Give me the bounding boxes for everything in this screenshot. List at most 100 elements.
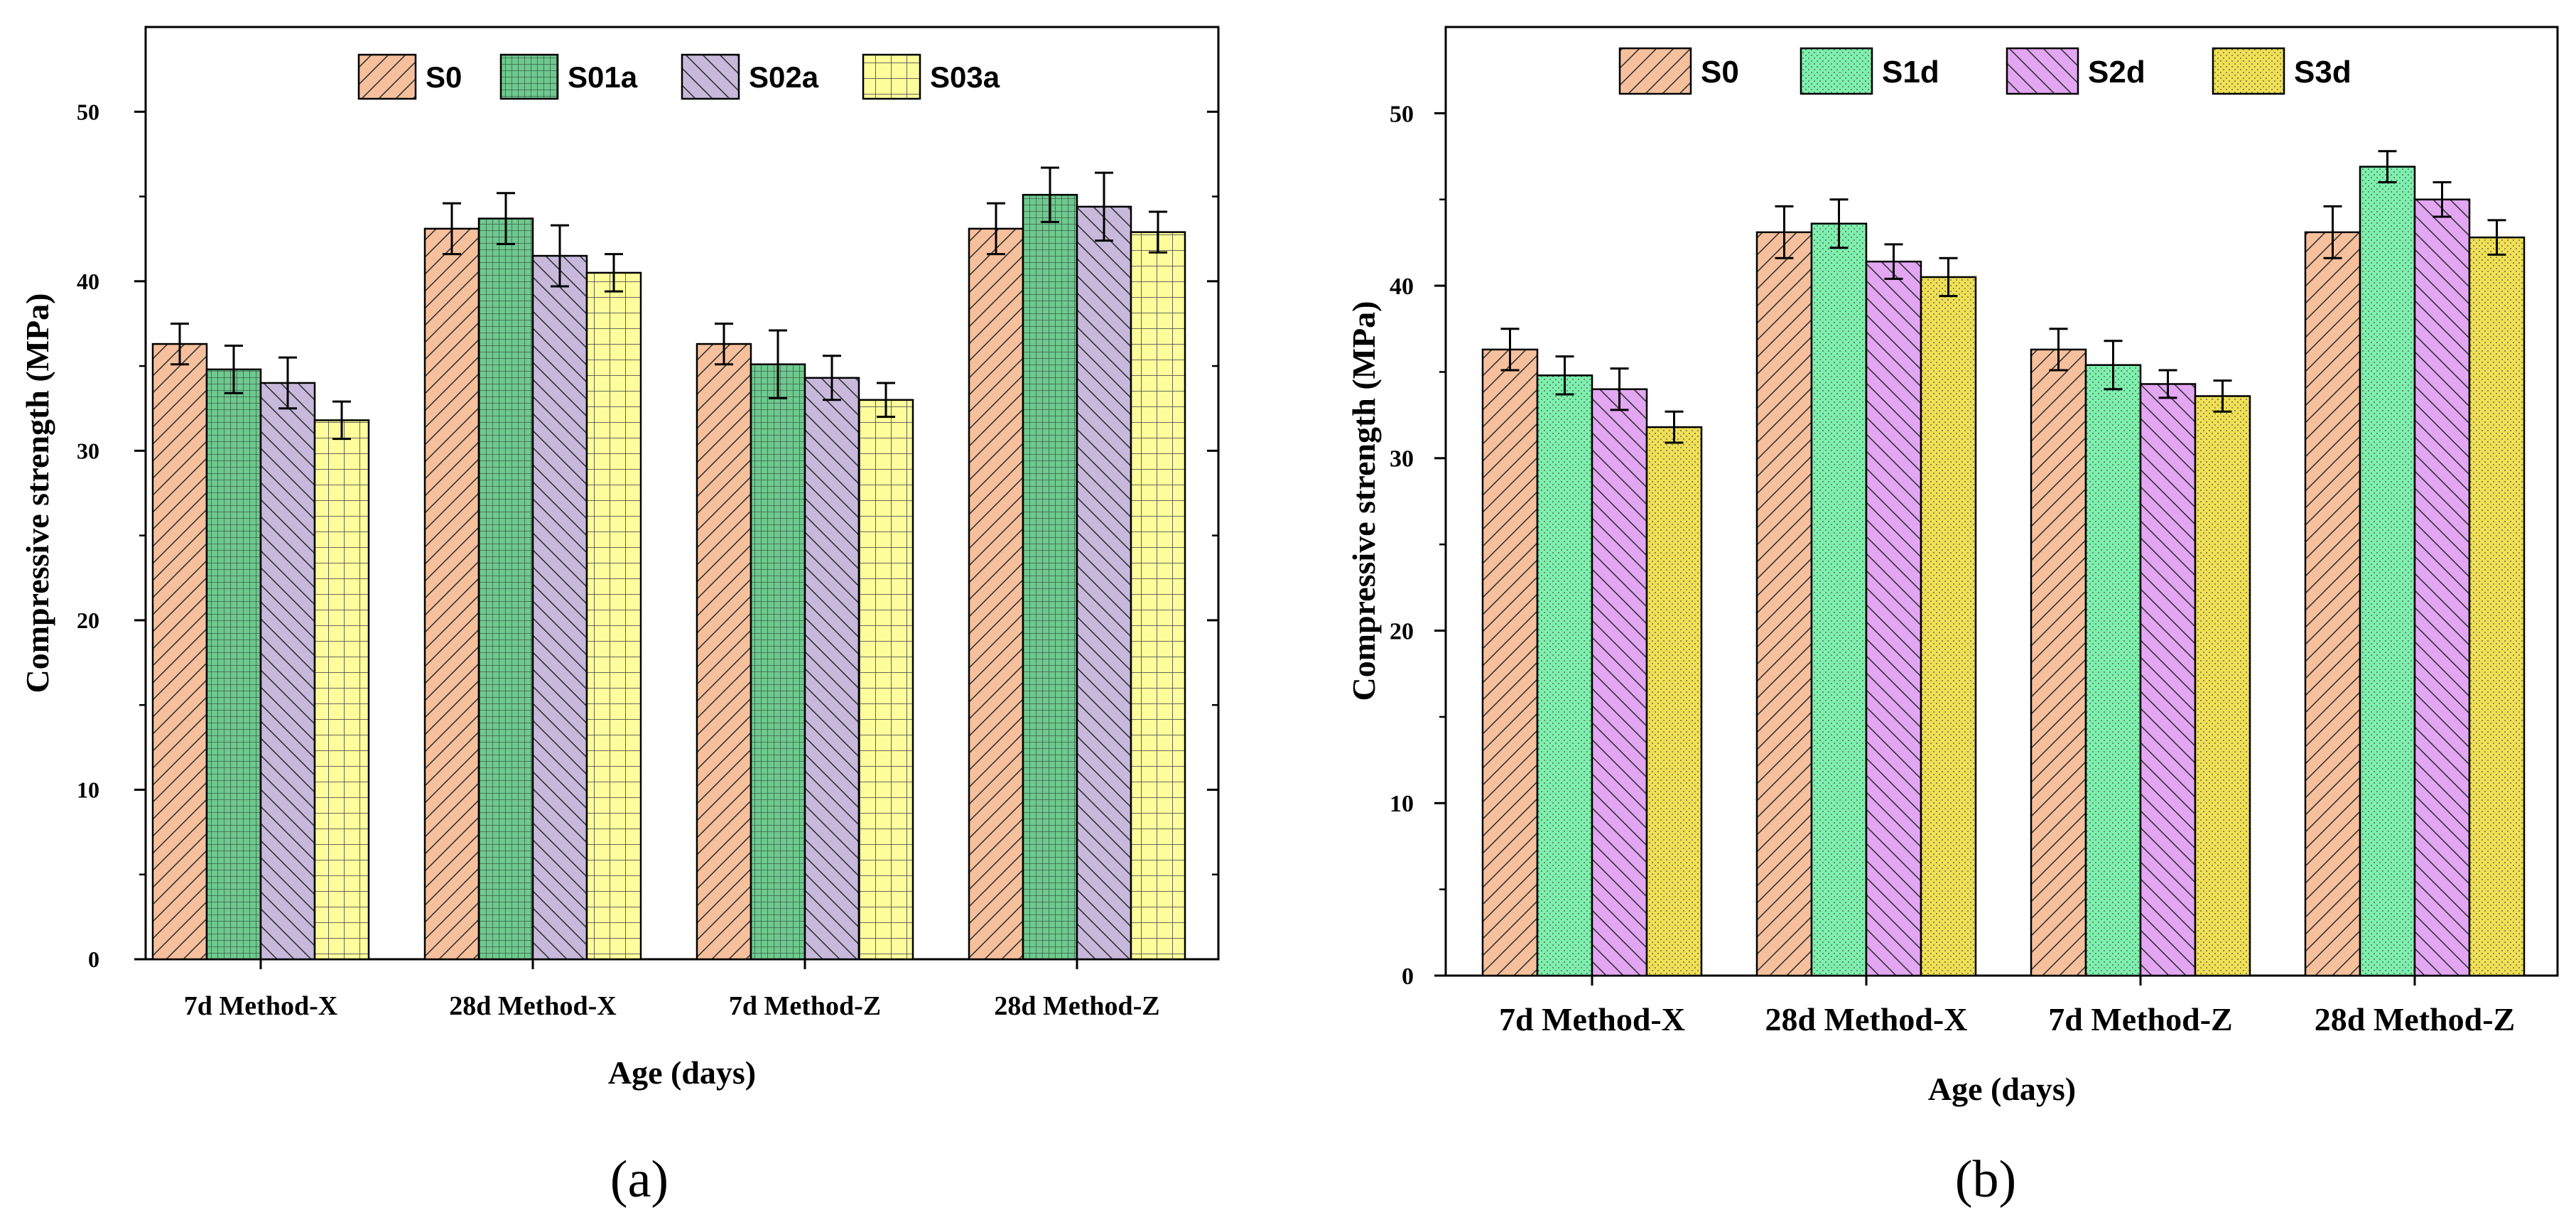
plot-area-frame bbox=[1444, 26, 2559, 977]
y-tick-label: 30 bbox=[1390, 446, 1414, 473]
bar-S0-2 bbox=[696, 342, 752, 961]
bar-S03a-1 bbox=[585, 271, 642, 961]
bar-S3d-1 bbox=[1920, 276, 1977, 977]
plot-area-frame bbox=[144, 26, 1220, 961]
legend-item-S2d: S2d bbox=[2006, 47, 2145, 95]
y-tick-label: 10 bbox=[1390, 791, 1414, 817]
bar-S03a-2 bbox=[857, 399, 914, 961]
legend-swatch bbox=[357, 53, 417, 100]
bar-S2d-2 bbox=[2139, 383, 2197, 977]
error-bar-S01a-0 bbox=[224, 344, 243, 394]
legend-item-S0: S0 bbox=[1618, 47, 1739, 95]
bar-S02a-2 bbox=[803, 377, 860, 961]
error-bar-S2d-1 bbox=[1884, 243, 1903, 280]
legend-item-S01a: S01a bbox=[499, 53, 638, 100]
error-bar-S0-0 bbox=[1500, 328, 1520, 372]
chart-panel-a: 0 10 20 30 40 50 7d Method-X 28d Method-X 7d Met… bbox=[19, 26, 1220, 1209]
legend-label: S2d bbox=[2088, 55, 2145, 90]
error-bar-S03a-2 bbox=[877, 382, 895, 419]
x-tick-label: 28d Method-X bbox=[1765, 1001, 1968, 1037]
bar-S3d-2 bbox=[2194, 395, 2251, 977]
legend-swatch bbox=[2212, 47, 2285, 95]
x-tick-label: 28d Method-X bbox=[449, 991, 616, 1021]
bar-S1d-3 bbox=[2359, 166, 2416, 977]
bar-S02a-1 bbox=[531, 254, 588, 961]
legend-swatch bbox=[1800, 47, 1873, 95]
error-bar-S01a-1 bbox=[497, 192, 515, 245]
bar-S01a-0 bbox=[205, 368, 262, 961]
legend-label: S3d bbox=[2294, 55, 2352, 90]
legend-item-S02a: S02a bbox=[681, 53, 819, 100]
x-tick-label: 7d Method-X bbox=[184, 991, 337, 1021]
legend-label: S1d bbox=[1882, 55, 1939, 90]
error-bar-S01a-2 bbox=[769, 329, 787, 399]
error-bar-S1d-2 bbox=[2104, 340, 2123, 391]
legend-swatch bbox=[499, 53, 559, 100]
panel-caption: (b) bbox=[1955, 1150, 2016, 1209]
panel-caption: (a) bbox=[610, 1150, 669, 1209]
x-tick-label: 7d Method-Z bbox=[2048, 1001, 2232, 1037]
x-tick-label: 28d Method-Z bbox=[994, 991, 1159, 1021]
bar-S1d-0 bbox=[1536, 374, 1593, 977]
bar-S01a-1 bbox=[477, 217, 534, 961]
y-tick-label: 30 bbox=[77, 438, 99, 464]
bar-S1d-2 bbox=[2084, 364, 2142, 977]
y-tick-label: 0 bbox=[88, 946, 99, 972]
legend-swatch bbox=[681, 53, 740, 100]
bar-S3d-0 bbox=[1645, 426, 1703, 977]
y-axis-title: Compressive strength (MPa) bbox=[19, 293, 55, 694]
error-bar-S03a-1 bbox=[605, 253, 623, 293]
bar-S1d-1 bbox=[1810, 222, 1868, 977]
y-tick-label: 40 bbox=[77, 269, 99, 294]
legend-item-S03a: S03a bbox=[862, 53, 1000, 100]
legend-item-S0: S0 bbox=[357, 53, 462, 100]
error-bar-S0-2 bbox=[715, 322, 733, 366]
legend-label: S01a bbox=[568, 60, 638, 94]
bar-S02a-3 bbox=[1076, 205, 1132, 961]
bar-S3d-3 bbox=[2468, 236, 2526, 977]
legend-swatch bbox=[1618, 47, 1692, 95]
legend-swatch bbox=[862, 53, 921, 100]
bar-S0-3 bbox=[968, 227, 1024, 961]
x-axis-title: Age (days) bbox=[1928, 1071, 2076, 1107]
legend-label: S0 bbox=[426, 60, 462, 94]
error-bar-S3d-1 bbox=[1939, 257, 1958, 298]
error-bar-S02a-0 bbox=[278, 356, 297, 410]
bar-S02a-0 bbox=[259, 382, 316, 961]
y-tick-label: 20 bbox=[77, 608, 99, 633]
error-bar-S02a-3 bbox=[1095, 171, 1113, 242]
y-tick-label: 20 bbox=[1390, 618, 1414, 644]
legend-item-S1d: S1d bbox=[1800, 47, 1939, 95]
legend-item-S3d: S3d bbox=[2212, 47, 2352, 95]
bar-S0-1 bbox=[1755, 231, 1813, 977]
error-bar-S0-1 bbox=[1775, 205, 1794, 259]
legend-swatch bbox=[2006, 47, 2079, 95]
bar-S03a-3 bbox=[1130, 231, 1186, 961]
error-bar-S0-1 bbox=[443, 202, 461, 256]
error-bar-S2d-2 bbox=[2158, 369, 2177, 399]
error-bar-S3d-2 bbox=[2213, 379, 2232, 413]
bar-S0-0 bbox=[151, 342, 208, 961]
error-bar-S0-3 bbox=[987, 202, 1005, 256]
error-bar-S03a-3 bbox=[1149, 210, 1167, 254]
y-tick-label: 50 bbox=[77, 99, 99, 124]
error-bar-S1d-1 bbox=[1829, 198, 1849, 249]
error-bar-S0-2 bbox=[2049, 328, 2068, 372]
error-bar-S0-0 bbox=[171, 322, 189, 366]
error-bar-S3d-0 bbox=[1665, 410, 1684, 444]
x-axis-title: Age (days) bbox=[608, 1054, 756, 1091]
bar-S0-0 bbox=[1481, 348, 1539, 977]
x-tick-label: 7d Method-Z bbox=[729, 991, 881, 1021]
error-bar-S03a-0 bbox=[332, 400, 351, 441]
bar-S03a-0 bbox=[313, 419, 370, 961]
error-bar-S0-3 bbox=[2323, 205, 2342, 259]
bar-S01a-3 bbox=[1022, 193, 1078, 961]
y-axis-title: Compressive strength (MPa) bbox=[1346, 301, 1382, 701]
error-bar-S02a-1 bbox=[551, 224, 569, 288]
legend: S0 S1d S2d S3d bbox=[1618, 47, 2352, 95]
error-bar-S3d-3 bbox=[2487, 219, 2506, 256]
error-bar-S2d-0 bbox=[1610, 367, 1629, 411]
error-bar-S01a-3 bbox=[1041, 166, 1059, 223]
legend-label: S0 bbox=[1701, 55, 1739, 90]
